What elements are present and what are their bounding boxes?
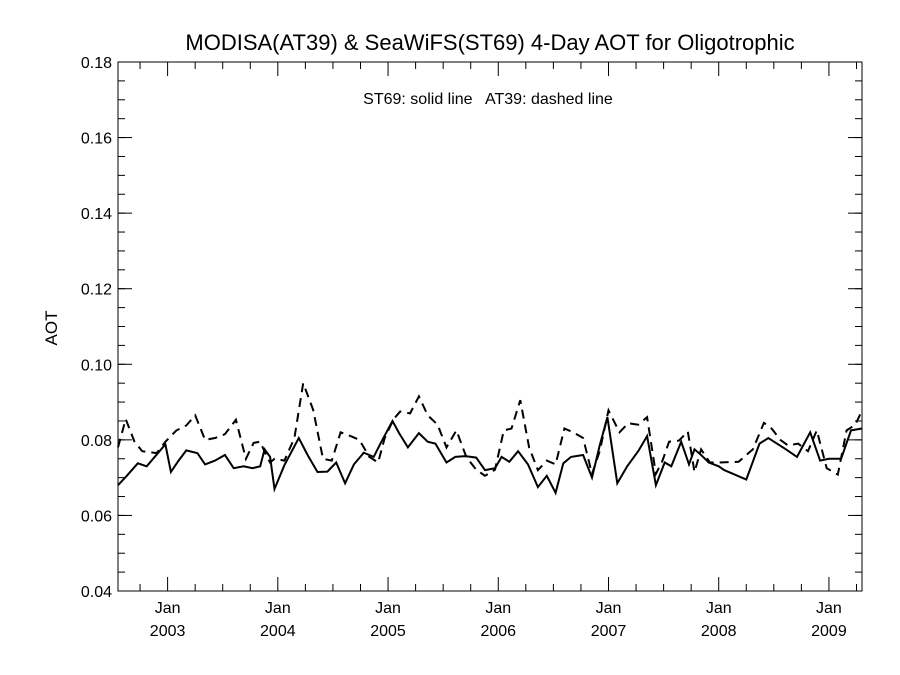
x-axis: Jan 2003 Jan 2004 Jan 2005 Jan 2006 Jan 2007 Jan 20…: [139, 62, 857, 640]
x-tick-month: Jan: [706, 600, 732, 617]
y-axis: 0.04 0.06 0.08 0.10 0.12 0.14 0.16 0.18: [81, 55, 862, 601]
y-tick-label: 0.08: [81, 433, 112, 450]
x-tick-month: Jan: [155, 600, 181, 617]
x-tick-year: 2009: [811, 623, 847, 640]
x-tick-month: Jan: [375, 600, 401, 617]
legend-annotation: ST69: solid line AT39: dashed line: [363, 91, 613, 108]
x-tick-month: Jan: [485, 600, 511, 617]
x-tick-year: 2008: [701, 623, 737, 640]
y-tick-label: 0.18: [81, 55, 112, 72]
series-line-at39: [117, 379, 863, 478]
series-layer: [117, 379, 863, 496]
y-tick-label: 0.10: [81, 357, 112, 374]
x-tick-month: Jan: [816, 600, 842, 617]
y-tick-label: 0.06: [81, 508, 112, 525]
x-tick-month: Jan: [265, 600, 291, 617]
y-tick-label: 0.14: [81, 206, 112, 223]
x-tick-year: 2007: [591, 623, 627, 640]
y-tick-label: 0.12: [81, 282, 112, 299]
series-line-st69: [117, 416, 863, 496]
chart-title: MODISA(AT39) & SeaWiFS(ST69) 4-Day AOT f…: [185, 30, 794, 55]
plot-frame: [117, 61, 863, 592]
y-tick-label: 0.16: [81, 131, 112, 148]
x-tick-month: Jan: [596, 600, 622, 617]
x-tick-year: 2005: [370, 623, 406, 640]
x-tick-year: 2006: [480, 623, 516, 640]
y-tick-label: 0.04: [81, 584, 112, 601]
x-tick-year: 2004: [260, 623, 296, 640]
x-tick-year: 2003: [150, 623, 186, 640]
y-axis-label: AOT: [42, 311, 61, 346]
